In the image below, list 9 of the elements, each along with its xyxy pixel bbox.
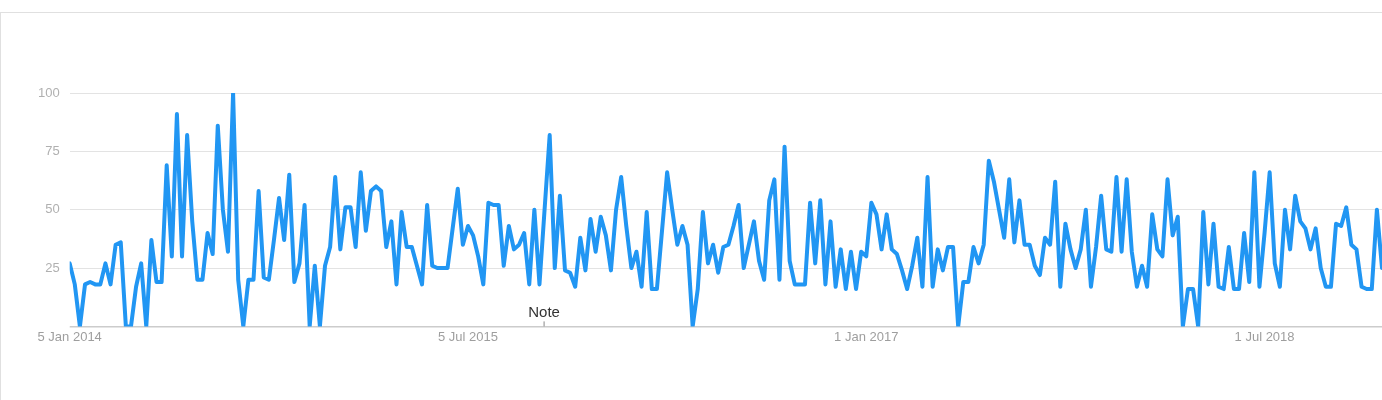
annotation: Note — [528, 303, 560, 321]
y-tick-label: 50 — [45, 201, 60, 217]
y-tick-label: 100 — [37, 84, 60, 100]
y-tick-label: 75 — [45, 142, 60, 158]
y-tick-label: 25 — [45, 259, 60, 275]
x-tick-label: 5 Jul 2015 — [437, 328, 498, 344]
x-tick-label: 1 Jan 2017 — [834, 328, 899, 344]
x-tick-label: 1 Jul 2018 — [1234, 328, 1295, 344]
x-tick-label: 5 Jan 2014 — [37, 328, 102, 344]
